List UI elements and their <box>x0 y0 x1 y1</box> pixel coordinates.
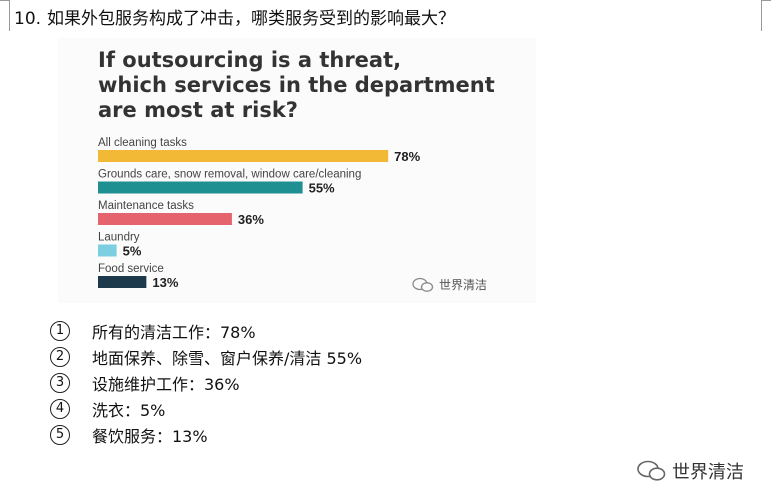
option-number: 3 <box>50 373 70 393</box>
value-label: 5% <box>123 244 142 259</box>
chart-title: If outsourcing is a threat, which servic… <box>98 48 518 123</box>
question-number: 10. <box>14 9 42 29</box>
option-text: 所有的清洁工作：78% <box>92 323 256 342</box>
answer-options: 1 所有的清洁工作：78% 2 地面保养、除雪、窗户保养/清洁 55% 3 设施维护工… <box>50 318 362 448</box>
chart-watermark: 世界清洁 <box>412 276 487 293</box>
category-label: Maintenance tasks <box>98 200 194 212</box>
chart-title-line: are most at risk? <box>98 98 298 122</box>
question-text: 如果外包服务构成了冲击，哪类服务受到的影响最大？ <box>47 9 456 29</box>
value-label: 55% <box>309 181 335 196</box>
bar <box>98 276 147 288</box>
option-item: 3 设施维护工作：36% <box>50 370 362 396</box>
option-item: 5 餐饮服务：13% <box>50 422 362 448</box>
bar-chart: All cleaning tasks 78% Grounds care, snow … <box>98 137 421 290</box>
wechat-logo-icon <box>412 277 434 292</box>
option-number: 4 <box>50 399 70 419</box>
corner-border-left <box>0 0 10 31</box>
bar <box>98 150 389 162</box>
chart-panel: If outsourcing is a threat, which servic… <box>58 38 536 303</box>
chart-title-line: If outsourcing is a threat, <box>98 48 402 72</box>
option-item: 1 所有的清洁工作：78% <box>50 318 362 344</box>
watermark-text: 世界清洁 <box>439 278 488 292</box>
option-text: 餐饮服务：13% <box>92 427 208 446</box>
bar <box>98 213 232 225</box>
value-label: 78% <box>394 149 420 164</box>
option-text: 洗衣：5% <box>92 401 166 420</box>
chart-title-line: which services in the department <box>98 73 495 97</box>
option-item: 4 洗衣：5% <box>50 396 362 422</box>
category-label: Food service <box>98 263 164 275</box>
option-number: 5 <box>50 425 70 445</box>
page-watermark: 世界清洁 <box>637 458 744 484</box>
option-number: 1 <box>50 321 70 341</box>
option-number: 2 <box>50 347 70 367</box>
bar <box>98 181 303 194</box>
wechat-logo-icon <box>637 460 666 481</box>
category-label: Laundry <box>98 232 140 244</box>
value-label: 36% <box>238 212 264 227</box>
option-item: 2 地面保养、除雪、窗户保养/清洁 55% <box>50 344 362 370</box>
option-text: 设施维护工作：36% <box>92 375 240 394</box>
value-label: 13% <box>152 275 178 290</box>
category-label: All cleaning tasks <box>98 137 187 149</box>
question-title: 10. 如果外包服务构成了冲击，哪类服务受到的影响最大？ <box>14 4 455 29</box>
bar <box>98 244 117 257</box>
option-text: 地面保养、除雪、窗户保养/清洁 55% <box>92 349 363 368</box>
corner-border-right <box>761 0 771 31</box>
watermark-text: 世界清洁 <box>672 462 744 483</box>
category-label: Grounds care, snow removal, window care/… <box>98 169 361 181</box>
